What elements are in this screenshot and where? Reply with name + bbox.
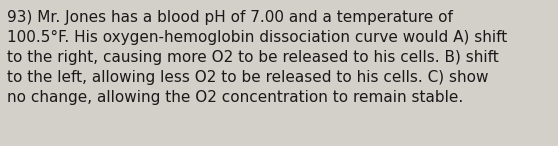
Text: 93) Mr. Jones has a blood pH of 7.00 and a temperature of
100.5°F. His oxygen-he: 93) Mr. Jones has a blood pH of 7.00 and… — [7, 10, 508, 105]
